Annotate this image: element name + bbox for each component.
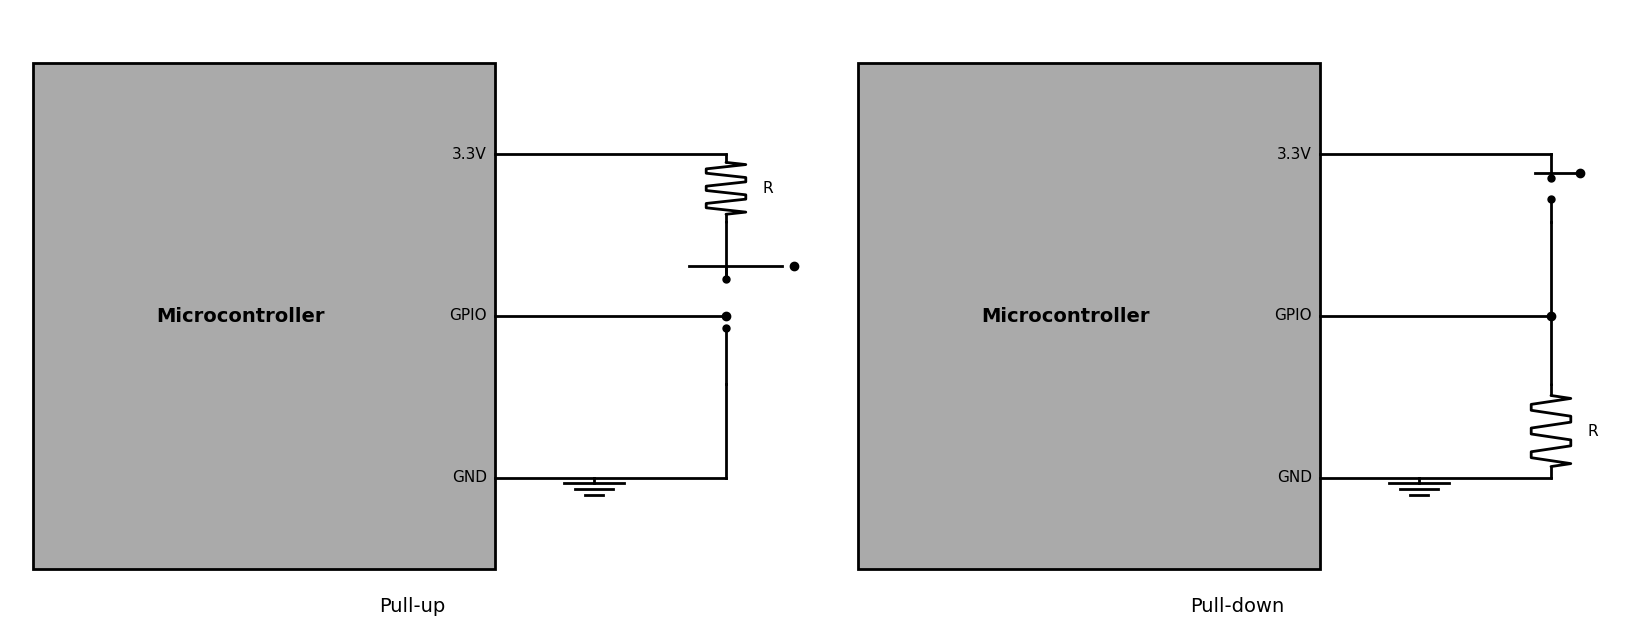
Text: 3.3V: 3.3V [1277, 147, 1312, 162]
Text: R: R [762, 181, 772, 196]
Text: GPIO: GPIO [1274, 308, 1312, 324]
Text: R: R [1587, 423, 1597, 439]
Text: Pull-up: Pull-up [380, 597, 446, 616]
Text: Microcontroller: Microcontroller [982, 307, 1150, 325]
Text: GND: GND [452, 470, 487, 485]
Text: GPIO: GPIO [449, 308, 487, 324]
Bar [33, 63, 495, 569]
Text: 3.3V: 3.3V [452, 147, 487, 162]
Text: Microcontroller: Microcontroller [157, 307, 325, 325]
Text: Pull-down: Pull-down [1190, 597, 1285, 616]
Text: GND: GND [1277, 470, 1312, 485]
Bar [858, 63, 1320, 569]
